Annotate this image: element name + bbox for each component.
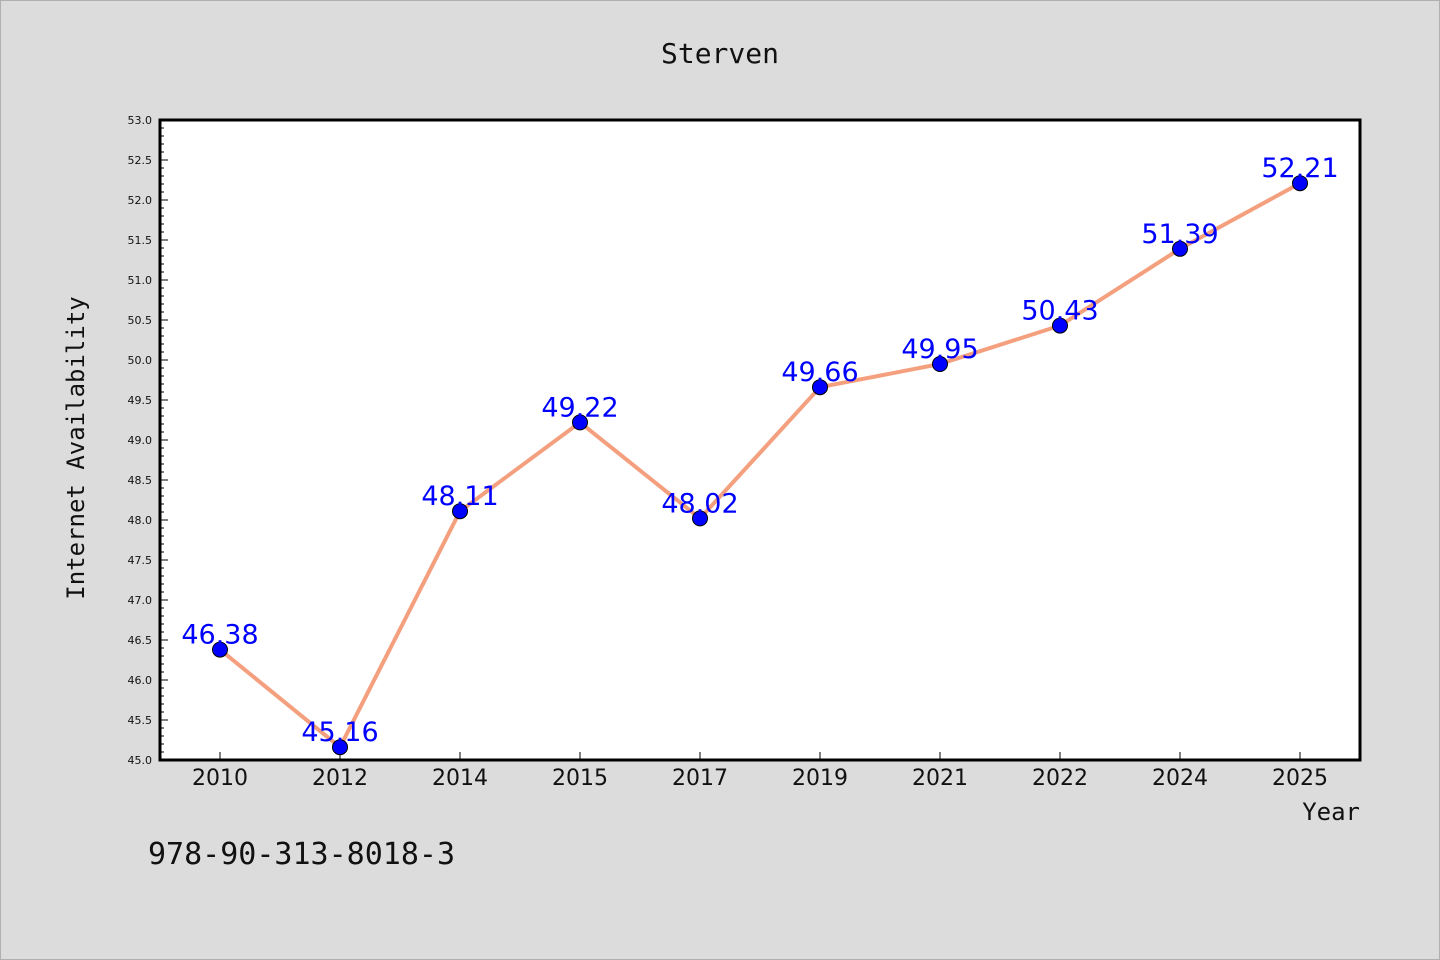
data-label: 48.11 <box>421 481 498 512</box>
y-tick-label: 49.0 <box>128 434 153 447</box>
y-tick-label: 49.5 <box>128 394 153 407</box>
y-tick-label: 48.0 <box>128 514 153 527</box>
y-tick-label: 53.0 <box>128 114 153 127</box>
data-point <box>1292 175 1308 192</box>
data-label: 49.95 <box>901 334 978 365</box>
data-label: 48.02 <box>661 488 738 519</box>
y-tick-label: 52.5 <box>128 154 153 167</box>
data-point <box>1052 317 1068 334</box>
plot-border <box>158 118 1362 762</box>
y-tick-label: 45.0 <box>128 754 153 767</box>
chart-title: Sterven <box>661 37 779 70</box>
data-point <box>932 356 948 372</box>
x-tick-label: 2022 <box>1032 766 1088 791</box>
y-tick-label: 52.0 <box>128 194 153 207</box>
data-label: 45.16 <box>301 717 378 748</box>
x-tick-label: 2025 <box>1272 766 1328 791</box>
data-point <box>332 739 348 756</box>
x-tick-label: 2010 <box>192 766 248 791</box>
y-tick-label: 51.0 <box>128 274 153 287</box>
y-tick-label: 48.5 <box>128 474 153 487</box>
data-label: 51.39 <box>1141 219 1218 250</box>
plot-area <box>160 120 1360 760</box>
x-axis-label: Year <box>1302 798 1360 826</box>
series-line-group <box>218 181 1301 750</box>
data-labels: 46.38 45.16 48.11 49.22 48.02 49.66 49.95 50.43… <box>181 153 1338 748</box>
series-line <box>218 181 1301 750</box>
data-point <box>572 414 588 431</box>
data-points <box>212 175 1308 756</box>
y-tick-label: 46.5 <box>128 634 153 647</box>
data-label: 46.38 <box>181 620 258 651</box>
data-point <box>692 510 708 527</box>
x-tick-label: 2015 <box>552 766 608 791</box>
x-tick-label: 2021 <box>912 766 968 791</box>
data-label: 52.21 <box>1261 153 1338 184</box>
data-point <box>212 641 228 658</box>
data-label: 50.43 <box>1021 296 1098 327</box>
x-tick-label: 2014 <box>432 766 488 791</box>
y-tick-label: 47.5 <box>128 554 153 567</box>
y-tick-label: 50.0 <box>128 354 153 367</box>
x-tick-label: 2012 <box>312 766 368 791</box>
x-tick-label: 2024 <box>1152 766 1208 791</box>
data-point <box>812 379 828 396</box>
y-tick-label: 50.5 <box>128 314 153 327</box>
data-label: 49.66 <box>781 357 858 388</box>
y-tick-label: 45.5 <box>128 714 153 727</box>
data-point <box>1172 240 1188 257</box>
y-tick-label: 51.5 <box>128 234 153 247</box>
y-tick-label: 46.0 <box>128 674 153 687</box>
x-tick-label: 2019 <box>792 766 848 791</box>
data-label: 49.22 <box>541 392 618 423</box>
data-point <box>452 503 468 520</box>
isbn-text: 978-90-313-8018-3 <box>148 837 455 872</box>
y-axis-label: Internet Availability <box>62 296 90 599</box>
y-axis-ticks: 45.0 45.5 46.0 46.5 47.0 47.5 48.0 48.5 49.0 49.5… <box>128 114 168 767</box>
y-tick-label: 47.0 <box>128 594 153 607</box>
x-tick-label: 2017 <box>672 766 728 791</box>
